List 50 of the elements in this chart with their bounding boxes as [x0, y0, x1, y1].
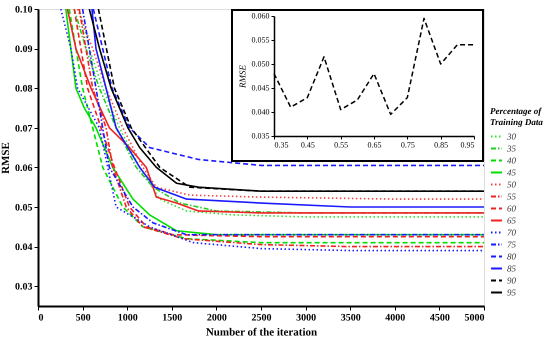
x-tick-label: 0 — [38, 312, 44, 324]
x-tick-label: 1000 — [118, 312, 138, 324]
x-tick-label: 4000 — [385, 312, 406, 324]
x-tick-label: 0.55 — [334, 140, 348, 150]
y-tick-label: 0.10 — [15, 4, 32, 16]
y-tick-label: 0.06 — [15, 162, 32, 174]
legend-label: 70 — [507, 228, 516, 238]
legend-label: 55 — [507, 192, 516, 202]
x-tick-label: 0.95 — [460, 140, 474, 150]
y-axis-title: RMSE — [238, 64, 248, 89]
y-tick-label: 0.04 — [15, 242, 32, 254]
y-tick-label: 0.07 — [15, 123, 32, 134]
x-axis-title: Number of the iteration — [206, 326, 318, 338]
legend-label: 30 — [506, 132, 516, 142]
x-tick-label: 0.65 — [368, 140, 382, 150]
y-tick-label: 0.040 — [252, 108, 270, 116]
legend-label: 85 — [507, 264, 516, 274]
legend-label: 40 — [507, 156, 516, 166]
x-tick-label: 2000 — [206, 312, 227, 324]
x-tick-label: 4500 — [430, 312, 450, 324]
y-tick-label: 0.09 — [15, 44, 32, 56]
x-tick-label: 0.45 — [300, 140, 315, 150]
y-tick-label: 0.055 — [252, 36, 270, 44]
x-tick-label: 1500 — [162, 312, 182, 324]
x-tick-label: 2500 — [252, 312, 272, 324]
x-tick-label: 3000 — [296, 312, 316, 324]
x-tick-label: 0.35 — [274, 140, 288, 150]
y-axis-title: RMSE — [0, 142, 12, 174]
x-tick-label: 0.85 — [434, 140, 448, 150]
legend-label: 75 — [507, 240, 516, 250]
legend-label: 90 — [507, 276, 516, 286]
x-tick-label: 5000 — [464, 312, 484, 324]
legend-title: Percentage of Training Data — [490, 106, 544, 127]
y-tick-label: 0.08 — [15, 84, 32, 95]
legend-label: 50 — [507, 180, 516, 190]
legend-label: 35 — [506, 144, 516, 154]
y-tick-label: 0.045 — [252, 84, 270, 92]
x-tick-label: 0.75 — [400, 140, 415, 150]
y-tick-label: 0.050 — [252, 60, 270, 68]
x-tick-label: 3500 — [340, 312, 361, 324]
y-tick-label: 0.060 — [252, 12, 270, 20]
legend-label: 80 — [507, 252, 516, 262]
legend-label: 60 — [507, 204, 516, 214]
x-tick-label: 500 — [76, 312, 91, 324]
legend-label: 65 — [507, 216, 516, 226]
legend-label: 95 — [507, 288, 516, 298]
y-tick-label: 0.035 — [252, 132, 270, 140]
legend-label: 45 — [507, 168, 516, 178]
y-tick-label: 0.03 — [15, 282, 32, 293]
y-tick-label: 0.05 — [15, 202, 32, 214]
